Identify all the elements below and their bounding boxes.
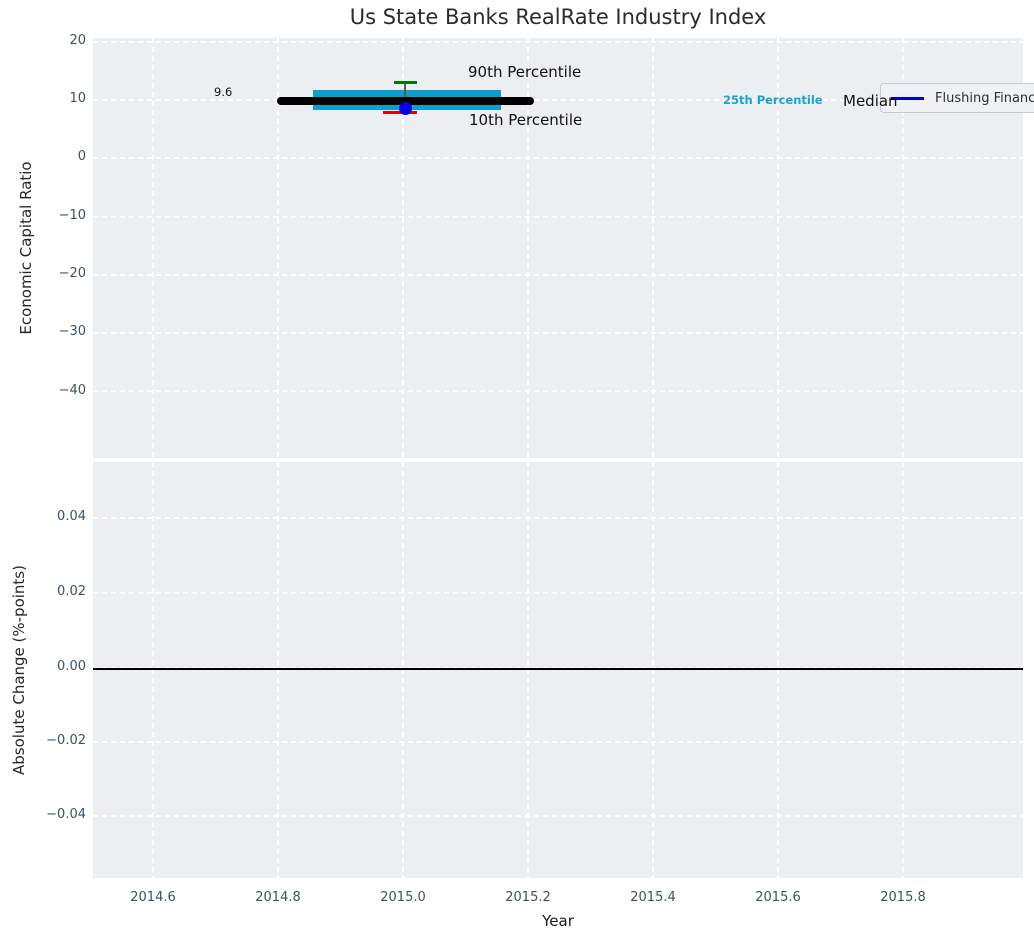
gridline (402, 38, 404, 458)
ytick-label: −20 (58, 266, 86, 281)
p10-annotation: 10th Percentile (469, 111, 583, 129)
xtick-label: 2014.8 (255, 890, 301, 905)
ytick-label: −0.04 (46, 807, 86, 822)
ytick-label: −30 (58, 324, 86, 339)
ytick-label: 0.04 (57, 509, 86, 524)
gridline (93, 274, 1023, 276)
p90-annotation: 90th Percentile (468, 63, 582, 81)
gridline (93, 390, 1023, 392)
legend[interactable]: Flushing Financial Corp (880, 83, 1034, 113)
xtick-label: 2015.4 (630, 890, 676, 905)
median-value-annotation: 9.6 (214, 85, 233, 99)
chart-title: Us State Banks RealRate Industry Index (349, 5, 767, 29)
gridline (152, 462, 154, 878)
xtick-label: 2014.6 (130, 890, 176, 905)
bottom-plot-area (93, 462, 1023, 878)
gridline (652, 462, 654, 878)
gridline (277, 38, 279, 458)
ytick-label: 0.02 (57, 584, 86, 599)
xtick-label: 2015.6 (755, 890, 801, 905)
bottom-y-axis-label: Absolute Change (%-points) (10, 565, 28, 775)
median-line (277, 97, 534, 105)
gridline (93, 517, 1023, 519)
gridline (93, 332, 1023, 334)
gridline (93, 815, 1023, 817)
gridline (402, 462, 404, 878)
gridline (152, 38, 154, 458)
percentile-90-cap (394, 81, 417, 84)
gridline (93, 41, 1023, 43)
ytick-label: −0.02 (46, 733, 86, 748)
ytick-label: 10 (69, 91, 86, 106)
gridline (777, 462, 779, 878)
ytick-label: 20 (69, 33, 86, 48)
gridline (277, 462, 279, 878)
xtick-label: 2015.2 (505, 890, 551, 905)
ytick-label: 0.00 (57, 659, 86, 674)
gridline (902, 462, 904, 878)
legend-label: Flushing Financial Corp (935, 90, 1034, 106)
top-plot-area: Flushing Financial Corp (93, 38, 1034, 458)
median-annotation: Median (843, 92, 898, 110)
ytick-label: −40 (58, 383, 86, 398)
xtick-label: 2015.8 (880, 890, 926, 905)
top-y-axis-label: Economic Capital Ratio (17, 161, 35, 335)
gridline (902, 38, 904, 458)
gridline (93, 157, 1023, 159)
gridline (93, 592, 1023, 594)
legend-line-sample (891, 96, 924, 100)
ytick-label: 0 (77, 149, 86, 164)
gridline (93, 99, 1023, 101)
gridline (527, 38, 529, 458)
x-axis-label: Year (542, 912, 574, 930)
company-data-point (399, 102, 412, 115)
gridline (652, 38, 654, 458)
gridline (777, 38, 779, 458)
gridline (93, 216, 1023, 218)
xtick-label: 2015.0 (380, 890, 426, 905)
zero-reference-line (93, 668, 1023, 670)
gridline (93, 741, 1023, 743)
ytick-label: −10 (58, 208, 86, 223)
gridline (527, 462, 529, 878)
p25-annotation: 25th Percentile (723, 93, 823, 107)
